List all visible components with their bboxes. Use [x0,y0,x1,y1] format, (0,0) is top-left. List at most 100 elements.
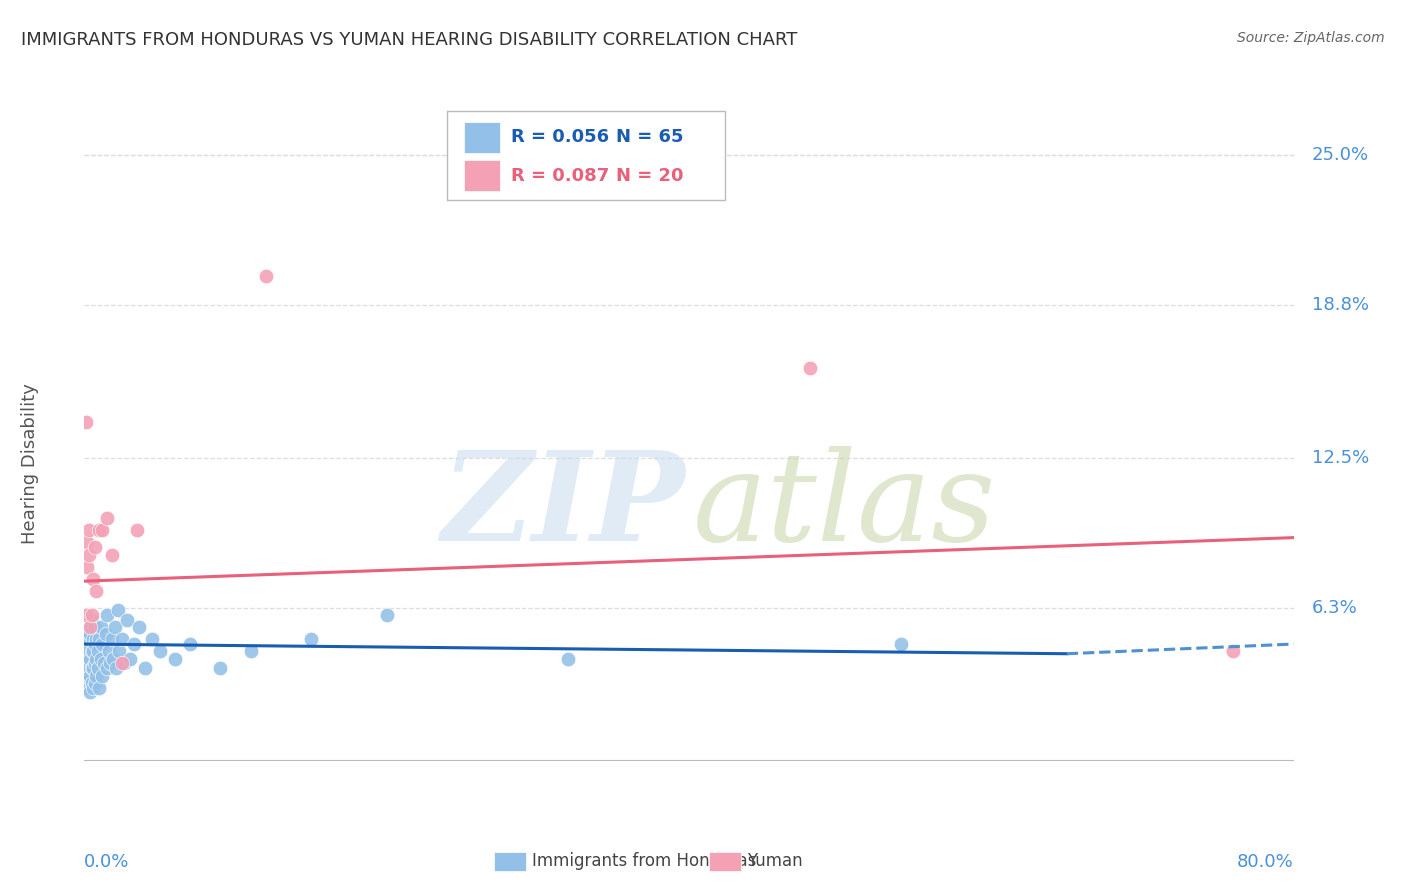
Text: ZIP: ZIP [441,446,685,567]
Point [79,651,101,665]
Point [375,607,398,622]
Point [75,607,97,622]
Text: 18.8%: 18.8% [1312,296,1368,314]
Point [75,644,97,658]
Point [77,661,100,675]
Point [82,644,104,658]
Point [86,651,108,665]
Point [77,548,100,562]
Text: atlas: atlas [693,446,995,567]
Point [96,511,118,525]
Point [98,657,121,671]
Point [77,524,100,538]
Text: 6.3%: 6.3% [1312,599,1357,616]
Point [79,627,101,641]
Point [108,644,131,658]
Point [77,681,100,695]
Point [90,620,112,634]
Point [128,620,150,634]
Point [87,644,110,658]
Point [86,583,108,598]
Point [84,657,107,671]
Point [111,657,134,671]
FancyBboxPatch shape [464,121,501,153]
Point [141,632,163,647]
Point [557,651,579,665]
Point [86,668,108,682]
FancyBboxPatch shape [495,852,526,871]
Text: R = 0.056: R = 0.056 [512,128,609,146]
Point [82,681,104,695]
Point [82,572,104,586]
Point [93,657,115,671]
Text: 80.0%: 80.0% [1237,853,1294,871]
Point [77,644,100,658]
Point [149,644,172,658]
Point [84,541,107,555]
Point [111,632,134,647]
Point [94,627,117,641]
Point [76,559,98,574]
Point [75,661,97,675]
Point [91,637,114,651]
Point [79,620,101,634]
Point [80,613,103,627]
Point [91,668,114,682]
Point [80,661,103,675]
Point [76,651,98,665]
Text: 25.0%: 25.0% [1312,146,1369,164]
Text: Source: ZipAtlas.com: Source: ZipAtlas.com [1237,31,1385,45]
FancyBboxPatch shape [464,161,501,191]
Text: 0.0%: 0.0% [84,853,129,871]
Text: N = 65: N = 65 [616,128,683,146]
Point [79,685,101,699]
Point [76,535,98,549]
Point [127,524,149,538]
Point [91,524,114,538]
FancyBboxPatch shape [447,111,725,200]
Point [799,361,821,376]
Point [77,620,100,634]
Point [105,661,128,675]
Point [82,632,104,647]
Point [299,632,322,647]
Point [239,644,262,658]
Point [209,661,232,675]
Text: Hearing Disability: Hearing Disability [21,384,39,544]
Point [79,668,101,682]
Point [163,651,186,665]
Point [89,681,111,695]
Text: N = 20: N = 20 [616,167,683,185]
Point [101,651,124,665]
Point [89,632,111,647]
Point [100,632,122,647]
Text: Yuman: Yuman [747,853,803,871]
FancyBboxPatch shape [710,852,741,871]
Point [80,644,103,658]
Point [76,632,98,647]
Point [122,637,145,651]
Point [254,269,277,284]
Point [80,607,103,622]
Point [1222,644,1244,658]
Text: R = 0.087: R = 0.087 [512,167,609,185]
Point [87,661,110,675]
Point [89,524,111,538]
Point [75,415,97,429]
Point [80,675,103,690]
Point [104,620,127,634]
Text: IMMIGRANTS FROM HONDURAS VS YUMAN HEARING DISABILITY CORRELATION CHART: IMMIGRANTS FROM HONDURAS VS YUMAN HEARIN… [21,31,797,49]
Point [84,637,107,651]
Point [100,548,122,562]
Point [112,657,135,671]
Point [97,644,120,658]
Point [96,607,118,622]
Point [118,651,141,665]
Point [90,651,112,665]
Point [107,603,129,617]
Point [84,675,107,690]
Text: Immigrants from Honduras: Immigrants from Honduras [531,853,756,871]
Point [86,632,108,647]
Text: 12.5%: 12.5% [1312,449,1369,467]
Point [115,613,138,627]
